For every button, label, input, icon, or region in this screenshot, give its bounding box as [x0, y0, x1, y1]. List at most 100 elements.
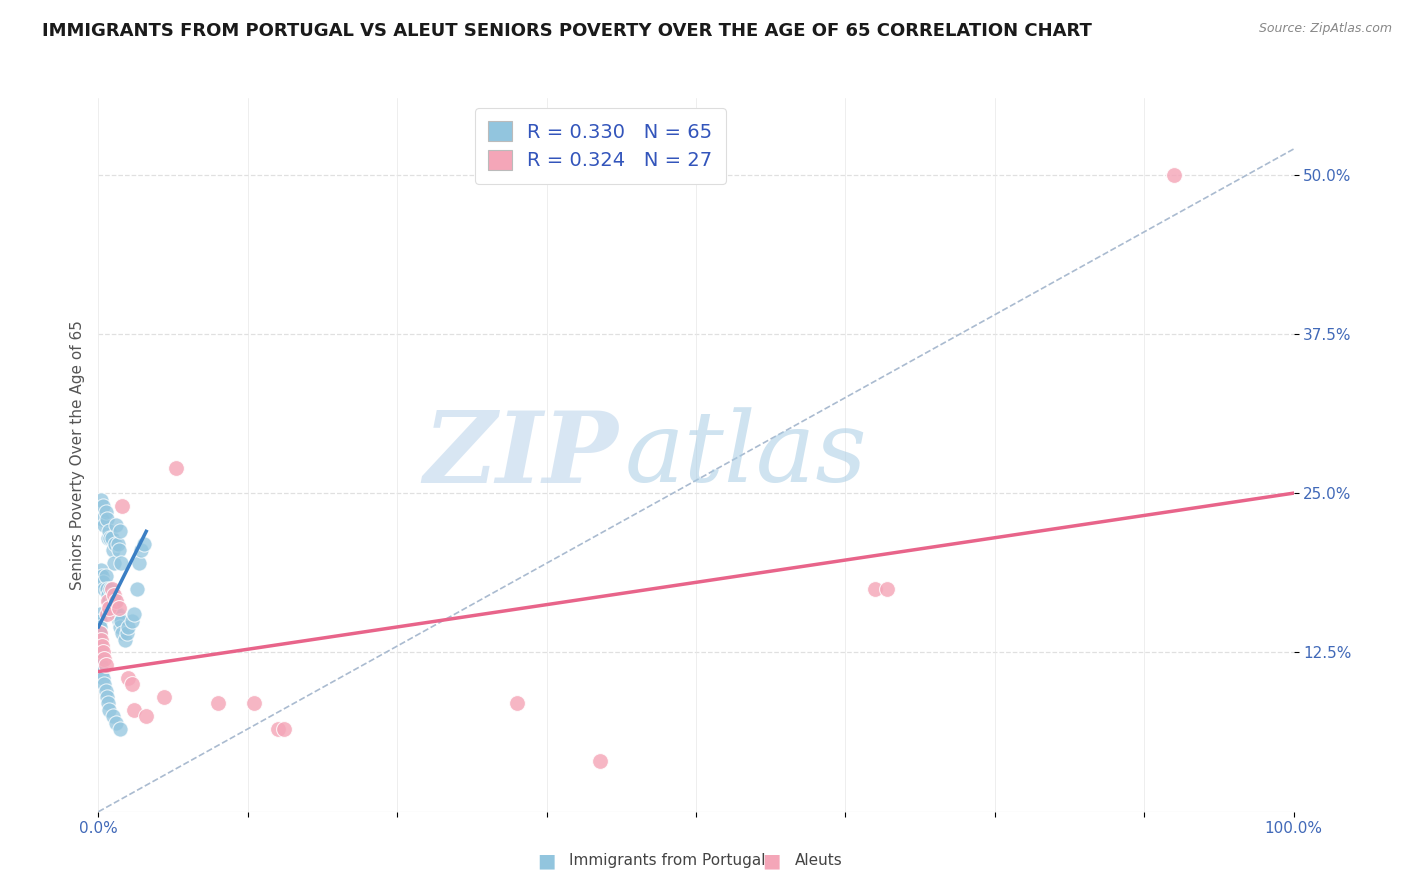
Point — [506, 697, 529, 711]
Point — [90, 658, 112, 673]
Point — [89, 626, 111, 640]
Point — [89, 607, 111, 622]
Point — [89, 632, 111, 647]
Point — [91, 671, 114, 685]
Point — [105, 594, 128, 608]
Point — [104, 537, 127, 551]
Point — [91, 665, 114, 679]
Point — [107, 600, 129, 615]
Point — [273, 722, 295, 736]
Point — [132, 537, 155, 551]
Point — [105, 715, 128, 730]
Text: atlas: atlas — [624, 408, 868, 502]
Point — [267, 722, 290, 736]
Point — [98, 524, 121, 539]
Point — [89, 626, 111, 640]
Point — [94, 658, 117, 673]
Text: Immigrants from Portugal: Immigrants from Portugal — [569, 854, 766, 868]
Point — [105, 607, 128, 622]
Point — [91, 499, 114, 513]
Point — [101, 709, 124, 723]
Point — [103, 600, 125, 615]
Point — [97, 588, 120, 602]
Point — [91, 645, 114, 659]
Point — [90, 563, 112, 577]
Point — [110, 614, 132, 628]
Point — [91, 639, 114, 653]
Point — [93, 677, 115, 691]
Point — [121, 677, 143, 691]
Point — [90, 492, 112, 507]
Point — [589, 754, 612, 768]
Text: ■: ■ — [537, 851, 555, 871]
Point — [100, 588, 122, 602]
Point — [100, 582, 122, 596]
Point — [94, 683, 117, 698]
Point — [110, 556, 132, 570]
Point — [135, 709, 157, 723]
Point — [131, 543, 153, 558]
Point — [101, 594, 124, 608]
Point — [111, 626, 134, 640]
Point — [91, 511, 114, 525]
Text: Aleuts: Aleuts — [794, 854, 842, 868]
Point — [121, 614, 143, 628]
Y-axis label: Seniors Poverty Over the Age of 65: Seniors Poverty Over the Age of 65 — [69, 320, 84, 590]
Point — [100, 531, 122, 545]
Point — [115, 626, 138, 640]
Point — [117, 671, 139, 685]
Text: ■: ■ — [762, 851, 780, 871]
Point — [89, 620, 111, 634]
Point — [107, 543, 129, 558]
Point — [97, 594, 120, 608]
Point — [124, 607, 146, 622]
Point — [94, 569, 117, 583]
Point — [93, 582, 115, 596]
Point — [108, 722, 131, 736]
Point — [207, 697, 229, 711]
Point — [89, 652, 111, 666]
Point — [89, 614, 111, 628]
Point — [91, 569, 114, 583]
Point — [105, 518, 128, 533]
Point — [863, 582, 886, 596]
Point — [108, 524, 131, 539]
Text: ZIP: ZIP — [423, 407, 619, 503]
Point — [96, 690, 118, 704]
Point — [876, 582, 898, 596]
Point — [107, 537, 129, 551]
Point — [98, 600, 121, 615]
Point — [96, 607, 118, 622]
Point — [1163, 168, 1185, 182]
Point — [98, 582, 122, 596]
Point — [98, 703, 121, 717]
Point — [108, 620, 131, 634]
Point — [128, 556, 150, 570]
Point — [111, 499, 134, 513]
Text: IMMIGRANTS FROM PORTUGAL VS ALEUT SENIORS POVERTY OVER THE AGE OF 65 CORRELATION: IMMIGRANTS FROM PORTUGAL VS ALEUT SENIOR… — [42, 22, 1092, 40]
Point — [101, 543, 124, 558]
Point — [125, 582, 148, 596]
Point — [96, 511, 118, 525]
Point — [97, 697, 120, 711]
Point — [89, 645, 111, 659]
Point — [97, 531, 120, 545]
Point — [117, 620, 139, 634]
Point — [107, 614, 129, 628]
Point — [165, 460, 187, 475]
Point — [243, 697, 266, 711]
Point — [89, 639, 111, 653]
Point — [91, 575, 114, 590]
Point — [96, 582, 118, 596]
Point — [124, 703, 146, 717]
Point — [93, 652, 115, 666]
Point — [153, 690, 176, 704]
Point — [103, 588, 125, 602]
Point — [93, 518, 115, 533]
Point — [104, 594, 127, 608]
Point — [98, 531, 122, 545]
Point — [90, 632, 112, 647]
Text: Source: ZipAtlas.com: Source: ZipAtlas.com — [1258, 22, 1392, 36]
Point — [94, 505, 117, 519]
Point — [107, 607, 129, 622]
